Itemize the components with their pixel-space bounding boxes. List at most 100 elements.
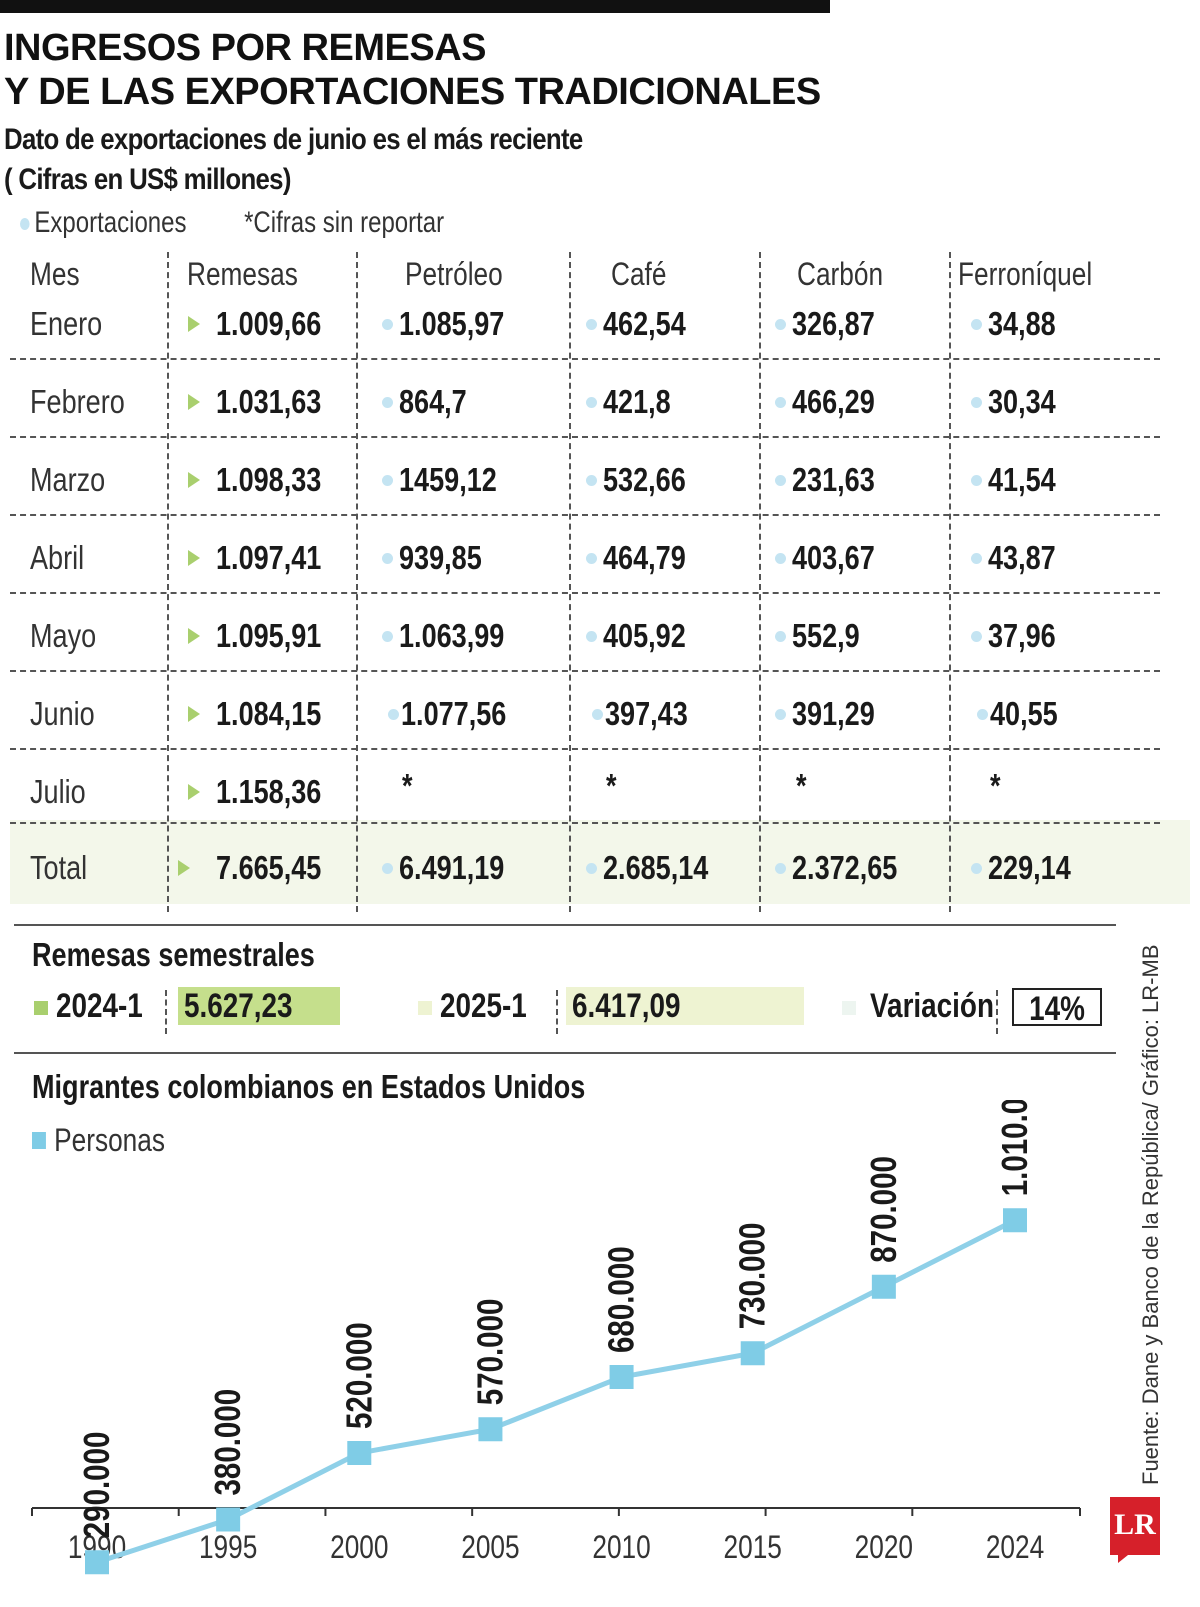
cafe-value: 397,43 [605,695,688,732]
header-mes: Mes [30,256,80,292]
semestral-divider [996,990,998,1034]
data-point [478,1417,503,1442]
semestral-label-2025: 2025-1 [440,987,527,1025]
legend-note: *Cifras sin reportar [244,206,445,239]
petroleo-value: 6.491,19 [399,849,505,886]
export-dot-icon [20,218,30,231]
cafe-value: 532,66 [603,461,686,498]
variation-value: 14% [1012,988,1102,1028]
subtitle-line-1: Dato de exportaciones de junio es el más… [4,123,583,156]
row-divider [10,822,1160,824]
semestral-value-2025: 6.417,09 [566,987,804,1025]
section-divider [14,924,1116,926]
export-dot-icon [586,862,597,874]
row-divider [10,436,1160,438]
carbon-value: 326,87 [792,305,875,342]
export-dot-icon [586,630,597,642]
remesas-marker-icon [188,628,200,645]
cafe-value: * [606,767,617,804]
table-legend: Exportaciones *Cifras sin reportar [20,206,444,240]
table-row: Mayo 1.095,91 1.063,99 405,92 552,9 37,9… [10,596,1190,676]
table-header-row: Mes Remesas Petróleo Café Carbón Ferroní… [10,252,1190,332]
remesas-marker-icon [178,860,190,877]
header-petroleo: Petróleo [405,256,503,292]
ferroniquel-value: 229,14 [988,849,1071,886]
carbon-value: 391,29 [792,695,875,732]
header-carbon: Carbón [797,256,884,292]
cafe-value: 421,8 [603,383,671,420]
carbon-value: 466,29 [792,383,875,420]
remesas-value: 7.665,45 [216,849,322,886]
ferroniquel-value: 41,54 [988,461,1056,498]
petroleo-value: 864,7 [399,383,467,420]
subtitle-line-2: ( Cifras en US$ millones) [4,163,291,196]
carbon-value: * [796,767,807,804]
petroleo-value: 1.077,56 [401,695,507,732]
x-tick-label: 2010 [592,1531,650,1566]
data-label: 290.000 [76,1432,116,1539]
total-label: Total [30,849,88,886]
month-label: Junio [30,695,95,732]
table-row-total: Total 7.665,45 6.491,19 2.685,14 2.372,6… [10,828,1190,908]
table-row: Marzo 1.098,33 1459,12 532,66 231,63 41,… [10,440,1190,520]
series-square-icon [32,1132,46,1150]
data-point [347,1441,372,1465]
data-label: 730.000 [732,1223,772,1330]
export-dot-icon [775,552,786,564]
export-dot-icon [382,474,393,486]
export-dot-icon [586,552,597,564]
remesas-value: 1.031,63 [216,383,322,420]
table-row: Julio 1.158,36 * * * * [10,752,1190,832]
export-dot-icon [971,318,982,330]
title-line-1: INGRESOS POR REMESAS [4,27,486,69]
data-label: 520.000 [338,1322,378,1429]
carbon-value: 231,63 [792,461,875,498]
export-dot-icon [382,552,393,564]
x-tick-label: 2000 [330,1531,388,1566]
cafe-value: 464,79 [603,539,686,576]
source-note: Fuente: Dane y Banco de la República/ Gr… [1138,944,1163,1486]
cafe-value: 405,92 [603,617,686,654]
table-row: Febrero 1.031,63 864,7 421,8 466,29 30,3… [10,362,1190,442]
row-divider [10,748,1160,750]
remesas-value: 1.158,36 [216,773,322,810]
month-label: Enero [30,305,103,342]
variation-label: Variación [870,987,994,1025]
semestral-divider [165,990,167,1034]
header-ferroniquel: Ferroníquel [958,256,1093,292]
cafe-value: 462,54 [603,305,686,342]
remesas-marker-icon [188,706,200,723]
export-dot-icon [586,318,597,330]
export-dot-icon [592,708,603,720]
cafe-value: 2.685,14 [603,849,709,886]
semestral-divider [556,990,558,1034]
export-dot-icon [775,318,786,330]
row-divider [10,514,1160,516]
export-dot-icon [586,396,597,408]
export-dot-icon [775,396,786,408]
swatch-2025-icon [418,1001,432,1015]
ferroniquel-value: * [990,767,1001,804]
carbon-value: 552,9 [792,617,860,654]
month-label: Abril [30,539,85,576]
top-accent-bar [0,0,830,13]
semestral-value-2024: 5.627,23 [178,987,340,1025]
export-dot-icon [382,862,393,874]
remesas-marker-icon [188,394,200,411]
table-row: Abril 1.097,41 939,85 464,79 403,67 43,8… [10,518,1190,598]
carbon-value: 2.372,65 [792,849,898,886]
column-divider [356,252,358,912]
export-dot-icon [971,474,982,486]
export-dot-icon [382,318,393,330]
semestral-title: Remesas semestrales [32,936,315,973]
exports-table: Mes Remesas Petróleo Café Carbón Ferroní… [10,252,1190,932]
data-point [871,1274,896,1299]
data-label: 570.000 [470,1299,510,1406]
page-title: INGRESOS POR REMESAS Y DE LAS EXPORTACIO… [4,26,821,114]
export-dot-icon [388,708,399,720]
row-divider [10,358,1160,360]
row-divider [10,670,1160,672]
remesas-value: 1.098,33 [216,461,322,498]
ferroniquel-value: 34,88 [988,305,1056,342]
